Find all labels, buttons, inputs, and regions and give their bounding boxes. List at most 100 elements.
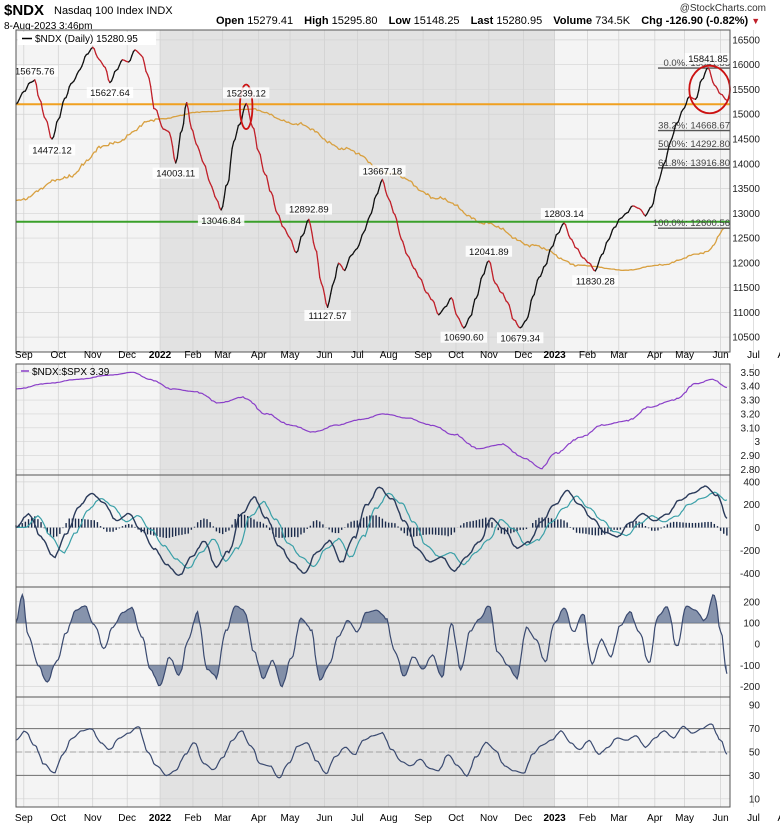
panel-0-ytick-label: 11000 xyxy=(733,308,761,319)
price-segment xyxy=(658,172,662,180)
fib-level-label-1: 38.2%: 14668.67 xyxy=(658,121,730,132)
price-segment xyxy=(702,72,706,79)
ratio-line xyxy=(15,371,728,470)
x-axis-month-label-0: Apr xyxy=(251,350,267,361)
x-axis-month-label-1: Oct xyxy=(448,813,464,824)
price-segment xyxy=(558,227,562,233)
panel-0-ytick-label: 14000 xyxy=(732,159,760,170)
price-segment xyxy=(193,137,197,145)
price-segment xyxy=(226,179,230,185)
price-label-bg-14 xyxy=(572,275,619,287)
panel-0-ytick-label: 14500 xyxy=(732,134,760,145)
price-legend-bg xyxy=(18,32,156,45)
price-segment xyxy=(189,120,193,130)
open-value: 15279.41 xyxy=(247,15,294,27)
price-segment xyxy=(278,214,282,222)
price-segment xyxy=(708,69,712,77)
price-segment xyxy=(704,68,708,74)
x-axis-month-label-0: Oct xyxy=(50,350,66,361)
price-segment xyxy=(284,228,288,234)
price-segment xyxy=(320,282,324,288)
x-axis-month-label-0: Sep xyxy=(414,350,432,361)
x-axis-month-label-0: Mar xyxy=(214,350,232,361)
price-segment xyxy=(503,296,507,302)
panel-1-ytick-label: 3.40 xyxy=(741,382,761,393)
price-segment xyxy=(470,305,474,316)
price-segment xyxy=(292,245,296,252)
price-label-6: 15239.12 xyxy=(226,88,266,99)
price-segment xyxy=(453,307,457,315)
price-segment xyxy=(381,178,385,184)
price-segment xyxy=(229,147,233,164)
price-segment xyxy=(677,116,681,123)
panel-0-ytick-label: 15000 xyxy=(732,110,760,121)
price-segment xyxy=(358,240,362,246)
x-axis-month-label-1: Aug xyxy=(380,813,398,824)
panel-1-ytick-label: 3.50 xyxy=(741,368,761,379)
price-segment xyxy=(270,191,274,197)
price-segment xyxy=(398,233,402,240)
high-value: 15295.80 xyxy=(331,15,378,27)
ticker-symbol: $NDX xyxy=(4,2,45,19)
price-segment xyxy=(328,292,332,303)
x-axis-month-label-1: Aug xyxy=(777,813,780,824)
x-axis-month-label-0: Jul xyxy=(747,350,760,361)
highlight-circle-0 xyxy=(239,83,254,130)
price-segment xyxy=(696,89,700,98)
price-segment xyxy=(34,79,38,86)
ratio-legend-label: $NDX:$SPX 3.39 xyxy=(32,367,110,378)
price-segment xyxy=(345,261,349,268)
price-segment xyxy=(433,301,437,309)
price-segment xyxy=(434,307,438,314)
panel-1-ytick-label: 3 xyxy=(754,437,760,448)
x-axis-month-label-0: 2023 xyxy=(544,350,567,361)
fib-level-label-3: 61.8%: 13916.80 xyxy=(658,158,730,169)
low-label: Low xyxy=(388,15,411,27)
price-segment xyxy=(477,286,481,296)
panel-4-ytick-label: 10 xyxy=(749,794,761,805)
price-segment xyxy=(315,251,319,265)
price-segment xyxy=(104,66,108,73)
price-segment xyxy=(129,54,133,61)
price-label-bg-10 xyxy=(440,331,488,343)
panel-4-ytick-label: 30 xyxy=(749,771,761,782)
volume-value: 734.5K xyxy=(595,15,631,27)
price-segment xyxy=(168,131,172,139)
price-segment xyxy=(319,276,322,284)
price-label-bg-7 xyxy=(285,203,333,215)
price-segment xyxy=(106,71,110,81)
price-label-bg-8 xyxy=(304,310,351,322)
panel-1-ytick-label: 2.90 xyxy=(741,451,761,462)
x-axis-month-label-1: Dec xyxy=(514,813,532,824)
price-segment xyxy=(54,121,58,132)
price-segment xyxy=(303,226,307,234)
price-segment xyxy=(533,286,537,296)
price-segment xyxy=(118,61,122,67)
price-segment xyxy=(333,276,337,283)
x-axis-month-label-0: Feb xyxy=(184,350,202,361)
panel-2-ytick-label: -200 xyxy=(740,546,760,557)
price-segment xyxy=(196,145,200,151)
price-label-bg-9 xyxy=(359,165,406,177)
price-segment xyxy=(26,83,30,89)
price-segment xyxy=(308,218,312,226)
price-segment xyxy=(150,85,153,99)
price-segment xyxy=(527,309,531,318)
price-segment xyxy=(253,128,257,139)
price-segment xyxy=(384,189,388,197)
x-axis-month-label-1: Mar xyxy=(610,813,628,824)
last-label: Last xyxy=(470,15,494,27)
price-segment xyxy=(143,62,147,72)
price-segment xyxy=(672,125,676,134)
price-segment xyxy=(489,262,493,273)
price-segment xyxy=(267,182,271,192)
x-axis-month-label-0: Jun xyxy=(713,350,729,361)
price-segment xyxy=(452,299,456,309)
price-label-14: 11830.28 xyxy=(576,276,615,287)
price-segment xyxy=(547,249,551,257)
price-segment xyxy=(397,226,401,235)
panel-0-ytick-label: 16500 xyxy=(732,35,760,46)
price-segment xyxy=(110,76,114,82)
price-segment xyxy=(207,178,211,184)
